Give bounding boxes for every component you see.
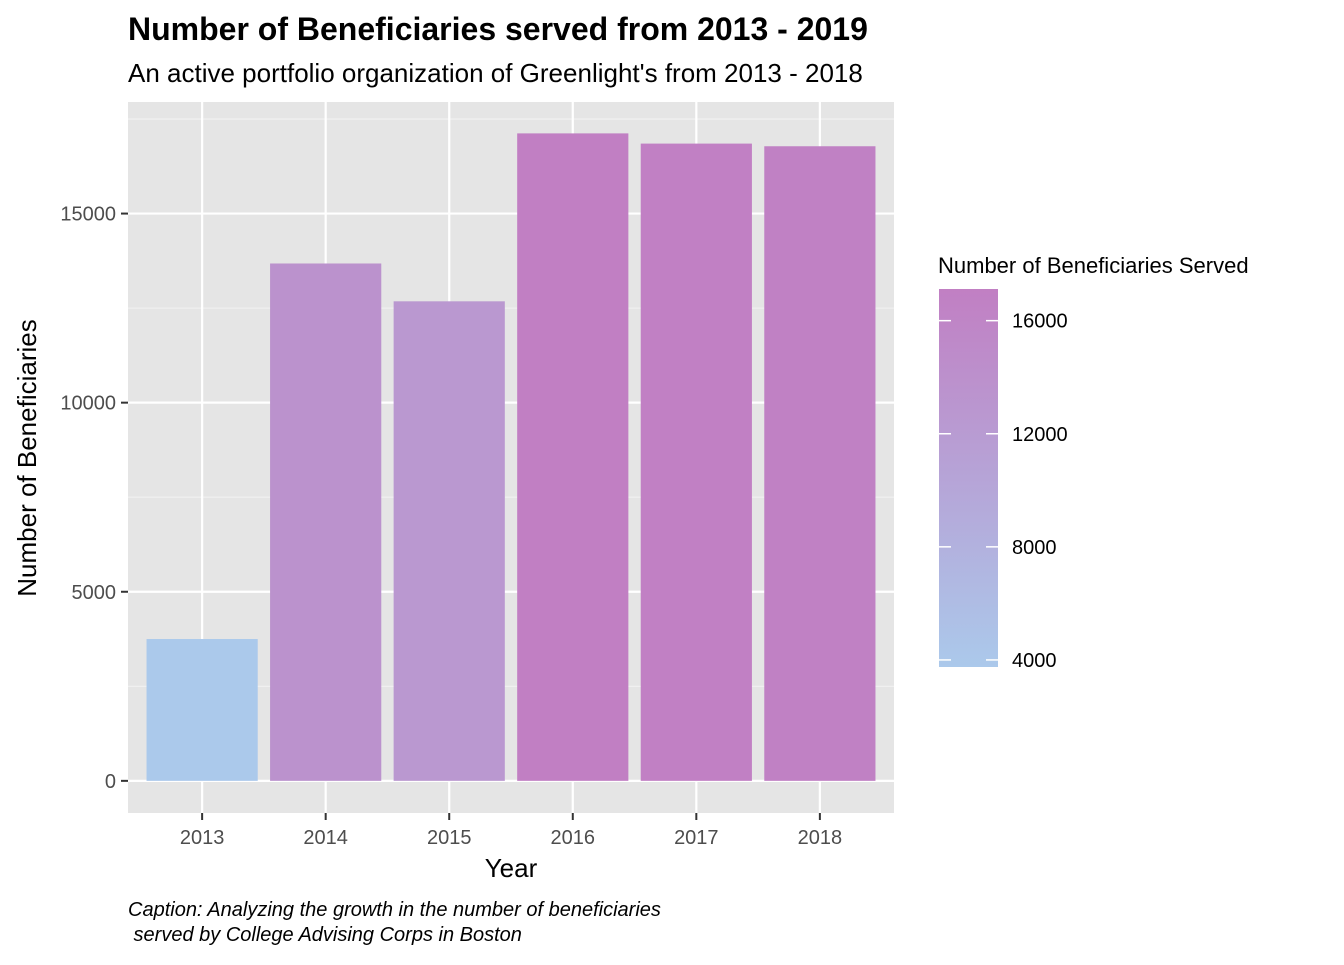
- legend-tick-label: 12000: [1012, 424, 1068, 446]
- y-tick-label: 0: [105, 771, 116, 793]
- bar-2013: [146, 639, 258, 781]
- x-axis: 2013 2014 2015 2016 2017 2018: [180, 813, 842, 849]
- legend-ticks: 4000 8000 12000 16000: [939, 311, 1068, 672]
- color-legend: Number of Beneficiaries Served 4000 8000 1…: [938, 253, 1249, 672]
- x-axis-title: Year: [485, 853, 538, 883]
- bar-2016: [517, 133, 629, 781]
- legend-colorbar: [939, 289, 998, 667]
- legend-tick-label: 8000: [1012, 537, 1057, 559]
- x-tick-label: 2018: [798, 827, 843, 849]
- y-tick-label: 5000: [72, 582, 117, 604]
- bar-2015: [393, 301, 505, 781]
- x-tick-label: 2017: [674, 827, 719, 849]
- y-axis: 0 5000 10000 15000: [60, 204, 128, 793]
- caption-line-1: Caption: Analyzing the growth in the num…: [128, 899, 661, 921]
- bar-2014: [270, 263, 382, 781]
- chart-subtitle: An active portfolio organization of Gree…: [128, 58, 863, 88]
- x-tick-label: 2014: [303, 827, 348, 849]
- legend-tick-label: 4000: [1012, 650, 1057, 672]
- chart-title: Number of Beneficiaries served from 2013…: [128, 11, 868, 47]
- caption-line-2: served by College Advising Corps in Bost…: [128, 924, 522, 946]
- y-axis-title: Number of Beneficiaries: [12, 319, 42, 596]
- y-tick-label: 15000: [60, 204, 116, 226]
- x-tick-label: 2015: [427, 827, 472, 849]
- bar-2018: [764, 146, 876, 781]
- legend-tick-label: 16000: [1012, 311, 1068, 333]
- y-tick-label: 10000: [60, 393, 116, 415]
- x-tick-label: 2013: [180, 827, 225, 849]
- x-tick-label: 2016: [551, 827, 596, 849]
- bars: [146, 133, 876, 781]
- bar-2017: [640, 143, 752, 781]
- legend-title: Number of Beneficiaries Served: [938, 253, 1249, 278]
